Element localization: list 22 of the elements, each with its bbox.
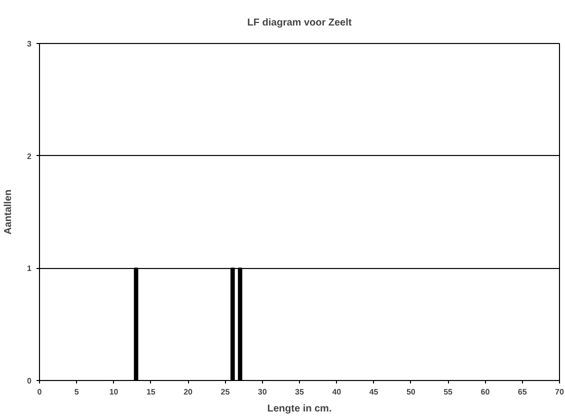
x-tick-label: 20 xyxy=(184,388,194,396)
x-tick-label: 10 xyxy=(109,388,119,396)
y-tick-label: 0 xyxy=(27,376,32,386)
x-tick-label: 15 xyxy=(146,388,156,396)
x-axis-title: Lengte in cm. xyxy=(267,404,332,414)
x-tick-label: 45 xyxy=(369,388,379,396)
y-axis-title: Aantallen xyxy=(3,189,14,235)
x-tick-label: 0 xyxy=(37,388,42,396)
x-tick-label: 25 xyxy=(220,388,230,396)
x-tick-label: 40 xyxy=(332,388,342,396)
chart-title: LF diagram voor Zeelt xyxy=(247,18,352,28)
y-tick-label: 1 xyxy=(27,264,32,274)
x-tick-label: 50 xyxy=(406,388,416,396)
x-tick-label: 65 xyxy=(518,388,528,396)
y-tick-label: 2 xyxy=(27,152,32,161)
x-tick-label: 30 xyxy=(258,388,268,396)
x-tick-label: 55 xyxy=(444,388,454,396)
y-tick-label: 3 xyxy=(27,40,32,48)
x-tick-label: 60 xyxy=(480,388,490,396)
x-tick-label: 35 xyxy=(295,388,304,396)
x-tick-label: 5 xyxy=(74,388,80,396)
x-tick-label: 70 xyxy=(555,388,564,396)
